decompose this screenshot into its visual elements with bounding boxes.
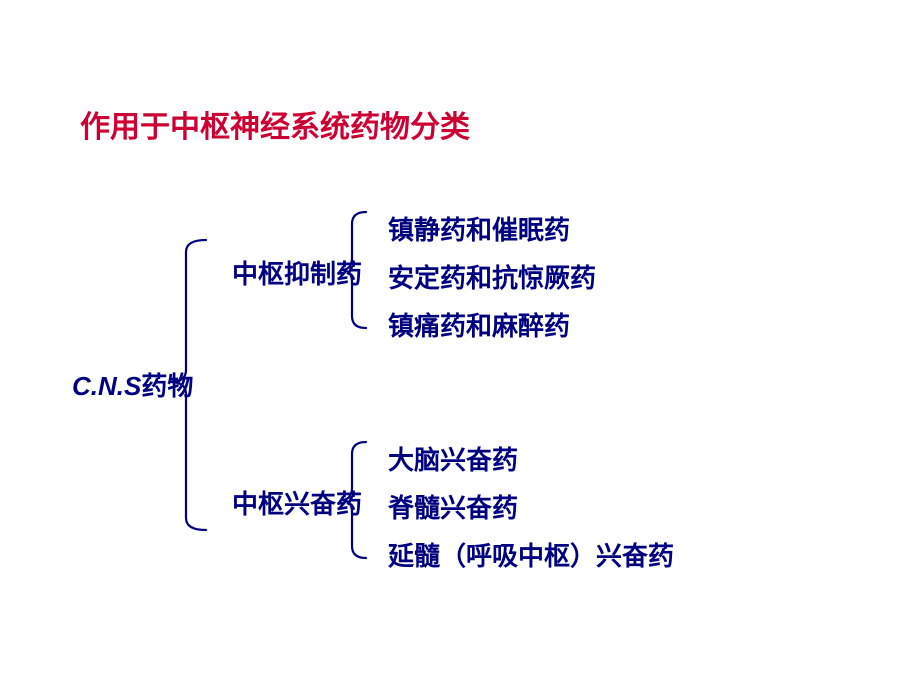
leaf-2-2: 延髓（呼吸中枢）兴奋药 [388,536,674,573]
leaf-2-0: 大脑兴奋药 [388,440,518,477]
brace-mid-2 [0,0,920,690]
leaf-2-1: 脊髓兴奋药 [388,488,518,525]
